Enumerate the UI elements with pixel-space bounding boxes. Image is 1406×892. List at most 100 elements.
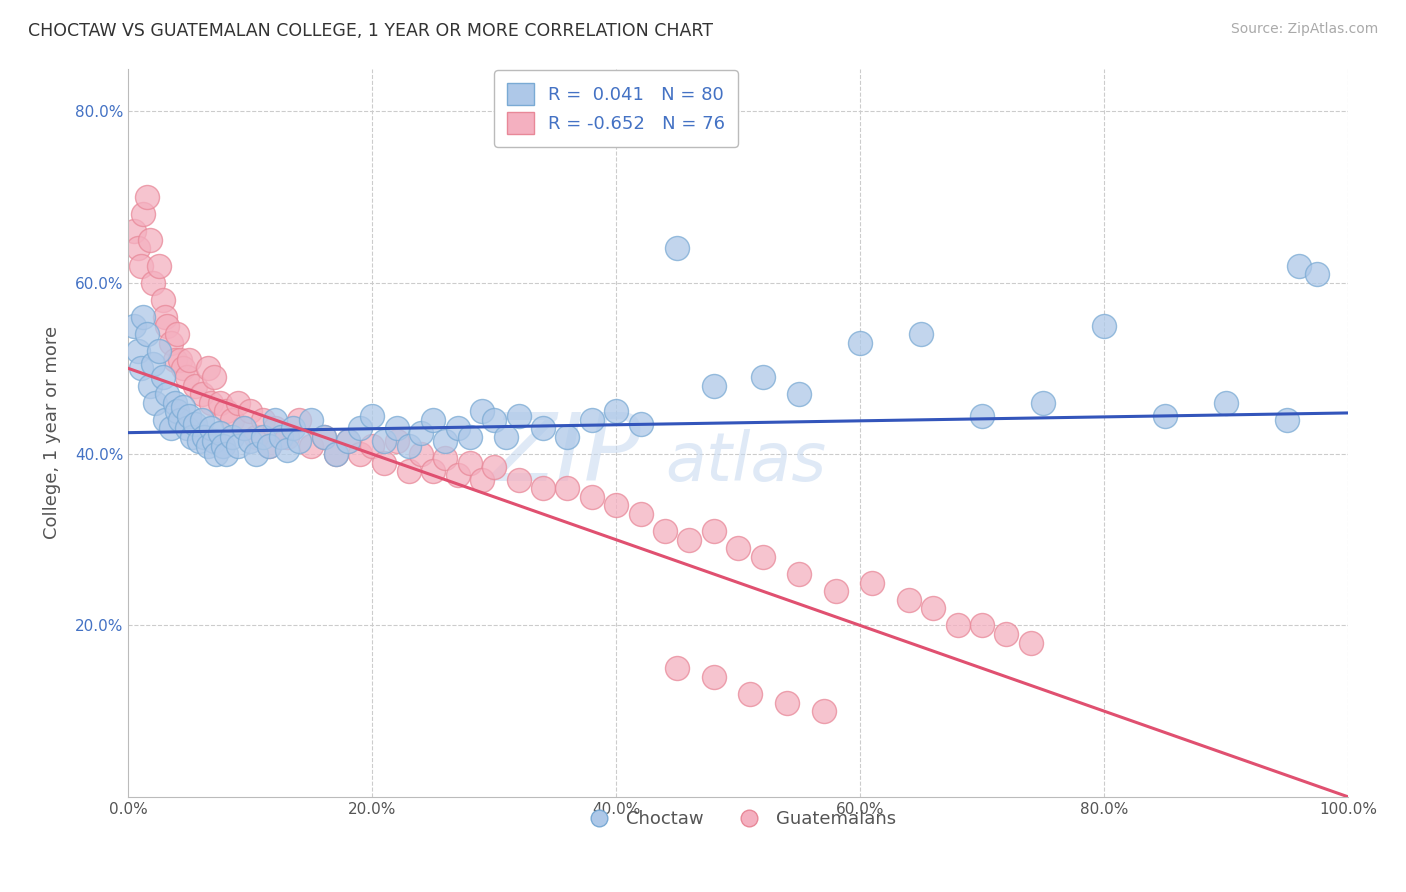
Point [299, 413, 322, 427]
Point [263, 421, 285, 435]
Point [349, 447, 371, 461]
Point [787, 387, 810, 401]
Point [471, 473, 494, 487]
Point [434, 434, 457, 449]
Point [1154, 409, 1177, 423]
Point [180, 430, 202, 444]
Text: CHOCTAW VS GUATEMALAN COLLEGE, 1 YEAR OR MORE CORRELATION CHART: CHOCTAW VS GUATEMALAN COLLEGE, 1 YEAR OR… [28, 22, 713, 40]
Point [160, 335, 183, 350]
Point [336, 434, 359, 449]
Point [508, 473, 530, 487]
Point [860, 575, 883, 590]
Point [127, 242, 149, 256]
Point [325, 447, 347, 461]
Point [995, 627, 1018, 641]
Point [215, 447, 238, 461]
Point [422, 464, 444, 478]
Point [135, 190, 157, 204]
Point [124, 318, 146, 333]
Point [557, 481, 579, 495]
Point [1215, 395, 1237, 409]
Point [153, 413, 176, 427]
Point [221, 430, 243, 444]
Point [215, 404, 238, 418]
Point [184, 417, 207, 431]
Point [148, 259, 170, 273]
Point [176, 421, 198, 435]
Point [531, 481, 554, 495]
Point [946, 618, 969, 632]
Point [202, 434, 225, 449]
Point [1019, 635, 1042, 649]
Point [409, 425, 432, 440]
Point [484, 459, 506, 474]
Point [281, 421, 304, 435]
Point [208, 425, 231, 440]
Point [152, 293, 174, 307]
Point [163, 395, 186, 409]
Point [484, 413, 506, 427]
Point [312, 430, 335, 444]
Point [897, 592, 920, 607]
Point [373, 456, 395, 470]
Point [176, 370, 198, 384]
Point [166, 327, 188, 342]
Point [239, 404, 262, 418]
Point [373, 434, 395, 449]
Point [179, 352, 201, 367]
Point [127, 344, 149, 359]
Point [160, 421, 183, 435]
Point [1306, 267, 1329, 281]
Point [245, 447, 267, 461]
Point [970, 409, 993, 423]
Point [654, 524, 676, 538]
Point [142, 276, 165, 290]
Point [531, 421, 554, 435]
Point [312, 430, 335, 444]
Point [385, 434, 408, 449]
Point [276, 430, 298, 444]
Point [156, 318, 179, 333]
Point [361, 409, 384, 423]
Text: ZIP: ZIP [491, 409, 641, 500]
Point [398, 464, 420, 478]
Y-axis label: College, 1 year or more: College, 1 year or more [44, 326, 60, 540]
Point [557, 430, 579, 444]
Text: atlas: atlas [665, 429, 827, 495]
Point [703, 378, 725, 392]
Point [299, 438, 322, 452]
Point [751, 370, 773, 384]
Point [508, 409, 530, 423]
Point [336, 434, 359, 449]
Point [270, 430, 292, 444]
Point [849, 335, 872, 350]
Point [666, 242, 689, 256]
Point [205, 447, 228, 461]
Point [581, 413, 603, 427]
Point [139, 233, 162, 247]
Point [776, 696, 799, 710]
Point [361, 438, 384, 452]
Point [190, 387, 212, 401]
Point [226, 438, 249, 452]
Point [202, 370, 225, 384]
Point [1275, 413, 1298, 427]
Point [1288, 259, 1310, 273]
Point [409, 447, 432, 461]
Point [666, 661, 689, 675]
Point [152, 370, 174, 384]
Point [169, 413, 191, 427]
Point [163, 352, 186, 367]
Point [447, 468, 470, 483]
Point [212, 438, 235, 452]
Point [385, 421, 408, 435]
Point [787, 567, 810, 582]
Point [143, 395, 166, 409]
Legend: Choctaw, Guatemalans: Choctaw, Guatemalans [574, 803, 903, 835]
Point [1092, 318, 1115, 333]
Point [245, 430, 267, 444]
Point [135, 327, 157, 342]
Point [142, 357, 165, 371]
Point [197, 361, 219, 376]
Point [221, 413, 243, 427]
